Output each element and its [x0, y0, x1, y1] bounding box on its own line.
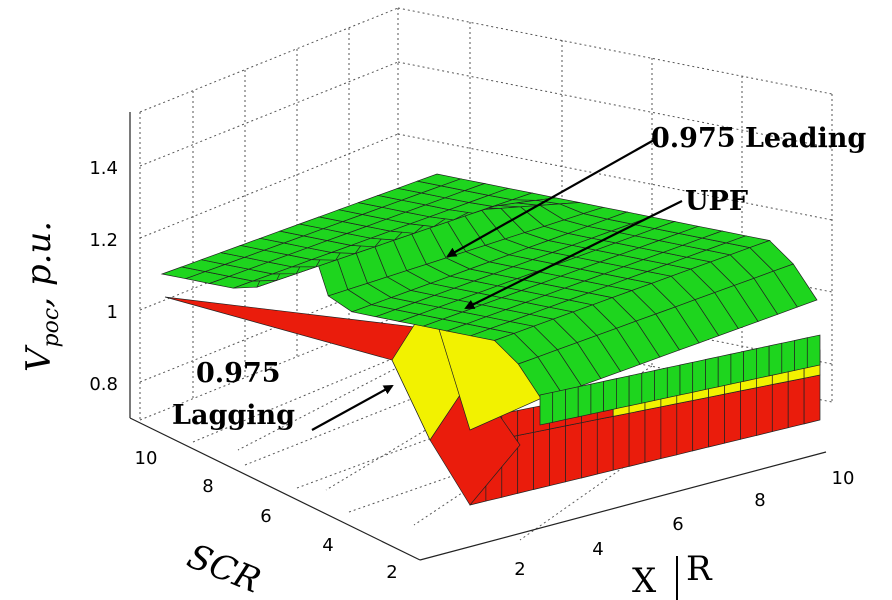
surface-face-leading [565, 386, 579, 420]
surface-face-leading [781, 340, 795, 374]
z-axis-ticks: 0.8 1 1.2 1.4 [89, 158, 118, 395]
xr-axis-ticks: 2 4 6 8 10 [514, 468, 854, 580]
z-axis-label: Vpoc, p.u. [19, 221, 64, 372]
arrow-lagging [311, 385, 394, 431]
surface-face-leading [577, 383, 592, 418]
z-tick-label: 0.8 [89, 374, 118, 395]
annotation-lagging-1: 0.975 [196, 358, 281, 389]
surface-face-leading [654, 367, 668, 401]
xr-tick-label: 8 [754, 490, 765, 511]
surface-face-lagging [644, 406, 662, 463]
surface-face-lagging [756, 384, 773, 436]
xr-axis-label-left: X [632, 561, 657, 600]
scr-tick-label: 10 [135, 448, 158, 469]
xr-axis-label-right: R [686, 549, 713, 589]
surface-face-leading [692, 359, 706, 393]
surface-face-lagging [533, 428, 550, 490]
surface-face-lagging [549, 425, 566, 487]
surface-face-lagging [803, 374, 821, 425]
scr-tick-label: 2 [386, 562, 397, 583]
surface-face-leading [539, 391, 554, 426]
xr-tick-label: 2 [514, 559, 525, 580]
surface-face-leading [641, 370, 655, 404]
surface-face-lagging [724, 390, 741, 444]
surface-face-lagging [596, 415, 614, 475]
surface-face-lagging [692, 396, 709, 452]
arrow-upf [464, 200, 683, 309]
arrow-leading [446, 139, 655, 257]
surface-face-leading [590, 380, 604, 415]
xr-tick-label: 6 [672, 514, 683, 535]
surface-face-lagging [787, 377, 805, 429]
surface-face-leading [666, 364, 681, 399]
surface-face-leading [679, 361, 694, 396]
surface-face-leading [705, 356, 719, 390]
surface-face-leading [743, 348, 757, 382]
annotation-upf: UPF [685, 186, 748, 217]
scr-tick-label: 8 [202, 476, 213, 497]
surface-face-lagging [676, 400, 694, 456]
z-tick-label: 1 [107, 302, 118, 323]
surface-face-leading [768, 342, 783, 377]
scr-axis-ticks: 2 4 6 8 10 [135, 448, 398, 583]
xr-tick-label: 4 [592, 539, 603, 560]
annotation-leading: 0.975 Leading [651, 123, 866, 154]
surface-face-leading [603, 378, 617, 412]
surface-face-lagging [660, 403, 678, 460]
scr-axis-label: SCR [182, 536, 266, 600]
z-tick-label: 1.4 [89, 158, 118, 179]
scr-tick-label: 6 [260, 506, 271, 527]
surface-face-lagging [628, 409, 646, 467]
z-tick-label: 1.2 [89, 230, 118, 251]
surface-face-leading [806, 334, 821, 369]
surface-mesh [160, 173, 821, 506]
surface-face-lagging [708, 393, 725, 448]
surface-face-lagging [581, 419, 598, 479]
surface-face-lagging [771, 380, 789, 433]
surface-face-leading [628, 372, 643, 407]
surface-face-lagging [612, 412, 630, 471]
surface-face-leading [730, 350, 744, 385]
surface-face-leading [717, 353, 732, 388]
surface-face-lagging [517, 431, 534, 494]
surface-face-leading [756, 345, 770, 380]
surface-face-lagging [740, 387, 757, 440]
surface-face-upf [517, 406, 534, 436]
annotation-lagging-2: Lagging [172, 400, 295, 431]
surface-face-leading [794, 337, 808, 371]
surface-face-lagging [565, 422, 582, 483]
surface-face-leading [773, 263, 818, 308]
surface-face-leading [552, 389, 566, 423]
scr-tick-label: 4 [322, 535, 333, 556]
axes-lines [129, 112, 827, 561]
surface-face-leading [616, 375, 630, 410]
xr-tick-label: 10 [832, 468, 855, 489]
